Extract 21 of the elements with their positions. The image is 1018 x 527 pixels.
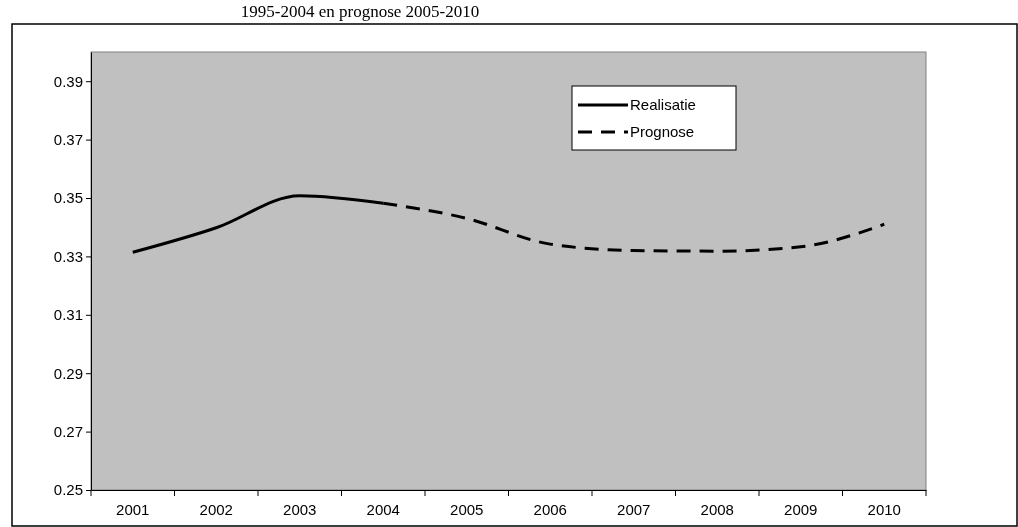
y-tick-label: 0.31 — [53, 306, 83, 324]
x-tick-label: 2009 — [784, 500, 818, 518]
x-tick-label: 2006 — [533, 500, 567, 518]
x-tick-label: 2005 — [450, 500, 484, 518]
legend-label: Realisatie — [630, 96, 696, 113]
y-tick-label: 0.37 — [53, 130, 83, 148]
y-tick-label: 0.27 — [53, 422, 83, 440]
y-tick-label: 0.29 — [53, 364, 83, 382]
x-tick-label: 2003 — [283, 500, 317, 518]
x-tick-label: 2004 — [366, 500, 400, 518]
chart-title: 1995-2004 en prognose 2005-2010 — [240, 2, 480, 21]
x-tick-label: 2007 — [617, 500, 651, 518]
legend-label: Prognose — [630, 123, 695, 140]
x-tick-label: 2002 — [199, 500, 233, 518]
x-tick-label: 2010 — [867, 500, 901, 518]
y-tick-label: 0.25 — [53, 481, 83, 499]
x-tick-label: 2001 — [116, 500, 150, 518]
x-tick-label: 2008 — [700, 500, 734, 518]
y-tick-label: 0.35 — [53, 189, 83, 207]
y-tick-label: 0.33 — [53, 247, 83, 265]
y-tick-label: 0.39 — [53, 72, 83, 90]
